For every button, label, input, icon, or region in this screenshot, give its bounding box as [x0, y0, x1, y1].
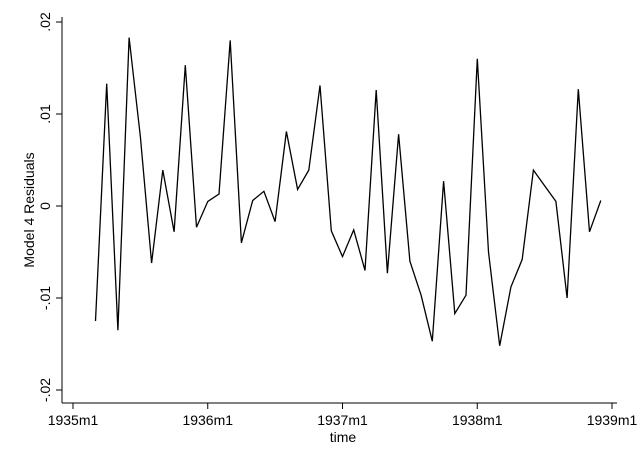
- y-tick-label: -.02: [37, 378, 53, 402]
- y-ticks: -.02 -.01 0 .01 .02: [37, 12, 62, 402]
- y-tick-label: .02: [37, 12, 53, 32]
- x-axis-title: time: [330, 429, 357, 445]
- axes: [61, 17, 617, 404]
- y-tick-label: -.01: [37, 286, 53, 310]
- x-tick-label: 1939m1: [587, 412, 638, 428]
- x-tick-label: 1937m1: [317, 412, 368, 428]
- residual-series-line: [94, 37, 602, 346]
- y-tick-label: 0: [37, 202, 53, 210]
- x-tick-label: 1938m1: [452, 412, 503, 428]
- x-tick-label: 1936m1: [182, 412, 233, 428]
- x-tick-label: 1935m1: [48, 412, 99, 428]
- x-ticks: 1935m1 1936m1 1937m1 1938m1 1939m1: [48, 403, 638, 428]
- plot-area: [94, 37, 602, 346]
- y-axis-title: Model 4 Residuals: [21, 152, 37, 267]
- y-tick-label: .01: [37, 104, 53, 124]
